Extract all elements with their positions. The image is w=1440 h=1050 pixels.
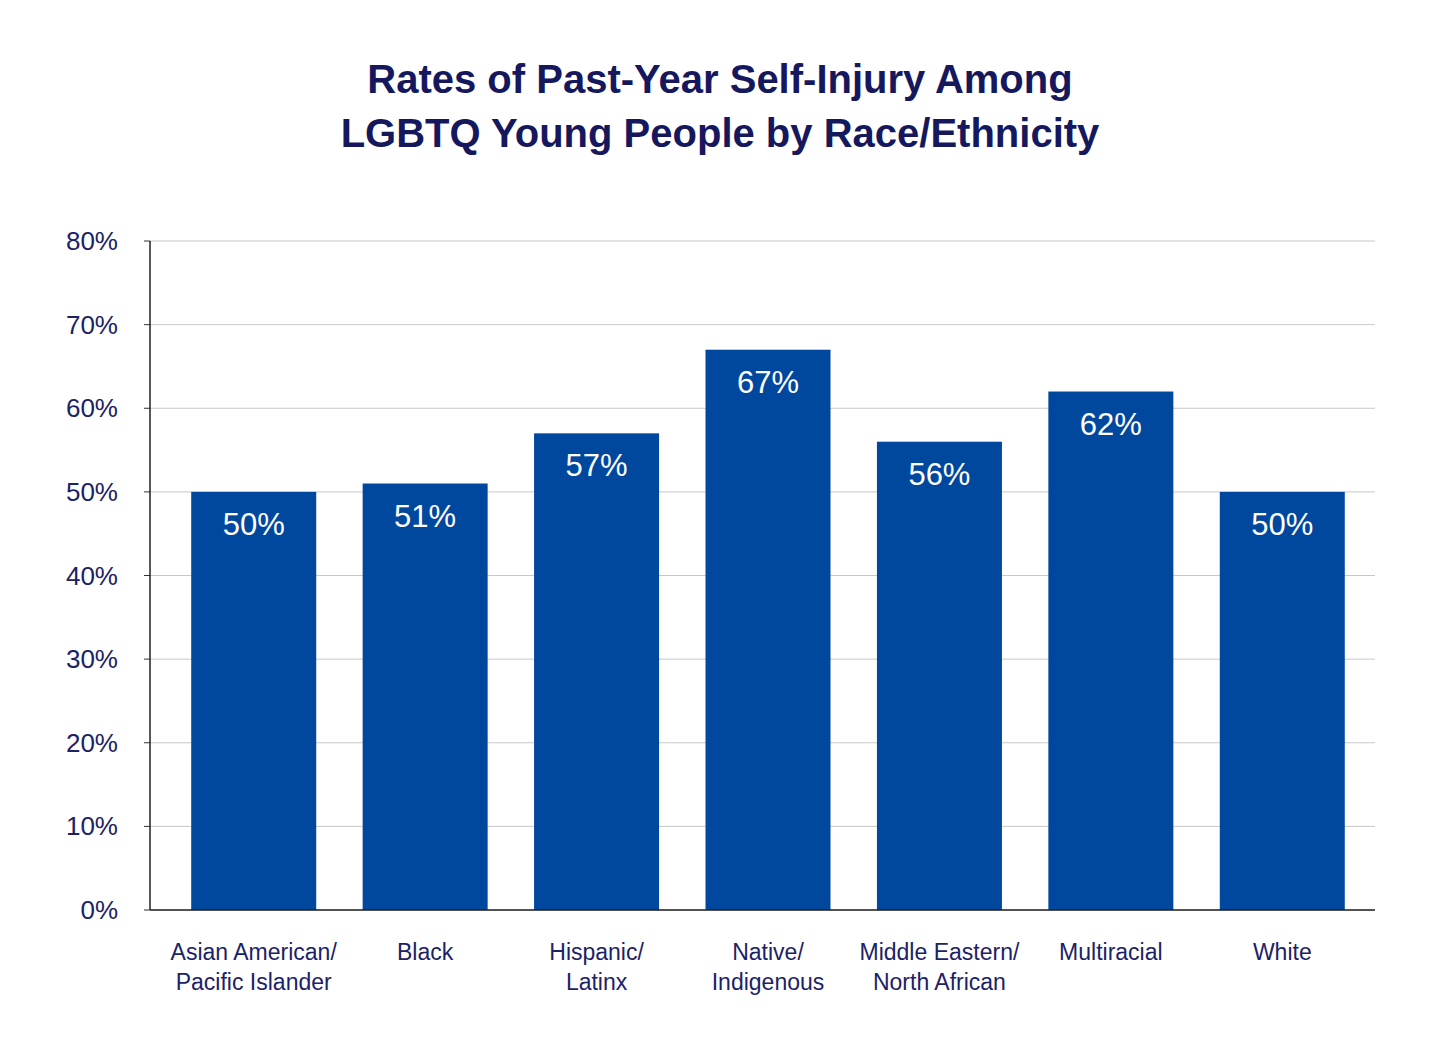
x-axis-line xyxy=(150,909,1375,911)
data-labels: 50% 51% 57% 67% 56% 62% 50% xyxy=(223,365,1314,542)
tick-mark xyxy=(144,241,150,242)
bar xyxy=(363,484,488,910)
y-tick-label: 70% xyxy=(66,310,118,340)
tick-mark xyxy=(144,826,150,827)
tick-mark xyxy=(144,491,150,492)
data-label: 57% xyxy=(566,448,628,483)
bar xyxy=(1220,492,1345,910)
y-tick-label: 80% xyxy=(66,226,118,256)
grid-line xyxy=(150,910,1375,911)
bars xyxy=(191,350,1345,910)
data-label: 56% xyxy=(908,457,970,492)
x-tick-label: Multiracial xyxy=(1059,939,1163,965)
bar xyxy=(706,350,831,910)
x-tick-label-line: Pacific Islander xyxy=(176,969,332,995)
y-tick-label: 60% xyxy=(66,393,118,423)
x-tick-label: White xyxy=(1253,939,1312,965)
bar xyxy=(877,442,1002,910)
x-tick-label: Hispanic/Latinx xyxy=(549,939,644,995)
x-tick-label: Black xyxy=(397,939,454,965)
y-tick-label: 50% xyxy=(66,477,118,507)
y-tick-label: 10% xyxy=(66,811,118,841)
y-tick-label: 20% xyxy=(66,728,118,758)
data-label: 50% xyxy=(1251,507,1313,542)
tick-mark xyxy=(144,742,150,743)
data-label: 50% xyxy=(223,507,285,542)
chart-title: Rates of Past-Year Self-Injury Among LGB… xyxy=(0,52,1440,160)
grid-line xyxy=(150,324,1375,325)
x-tick-label-line: North African xyxy=(873,969,1006,995)
x-tick-label: Native/Indigenous xyxy=(712,939,825,995)
data-label: 62% xyxy=(1080,407,1142,442)
bar xyxy=(191,492,316,910)
tick-mark xyxy=(144,659,150,660)
x-tick-label-line: Black xyxy=(397,939,454,965)
y-tick-label: 0% xyxy=(80,895,118,925)
y-tick-label: 40% xyxy=(66,561,118,591)
x-tick-label-line: Hispanic/ xyxy=(549,939,644,965)
data-label: 67% xyxy=(737,365,799,400)
x-tick-label-line: Multiracial xyxy=(1059,939,1163,965)
x-tick-label-line: Native/ xyxy=(732,939,804,965)
grid xyxy=(144,241,1375,910)
y-axis-line xyxy=(149,241,151,910)
bar xyxy=(1048,392,1173,910)
chart-canvas: 0% 10% 20% 30% 40% 50% 60% 70% 80% 50% 51% 57% 67% 56… xyxy=(0,0,1440,1050)
x-tick-label-line: Middle Eastern/ xyxy=(860,939,1020,965)
x-tick-label: Middle Eastern/North African xyxy=(860,939,1020,995)
y-tick-label: 30% xyxy=(66,644,118,674)
x-tick-label-line: Asian American/ xyxy=(171,939,338,965)
x-tick-label: Asian American/Pacific Islander xyxy=(171,939,338,995)
grid-line xyxy=(150,241,1375,242)
x-tick-label-line: White xyxy=(1253,939,1312,965)
x-tick-label-line: Indigenous xyxy=(712,969,825,995)
tick-mark xyxy=(144,575,150,576)
bar xyxy=(534,433,659,910)
tick-mark xyxy=(144,324,150,325)
tick-mark xyxy=(144,910,150,911)
tick-mark xyxy=(144,408,150,409)
data-label: 51% xyxy=(394,499,456,534)
x-tick-labels: Asian American/Pacific Islander Black Hisp… xyxy=(171,939,1312,995)
x-tick-label-line: Latinx xyxy=(566,969,628,995)
